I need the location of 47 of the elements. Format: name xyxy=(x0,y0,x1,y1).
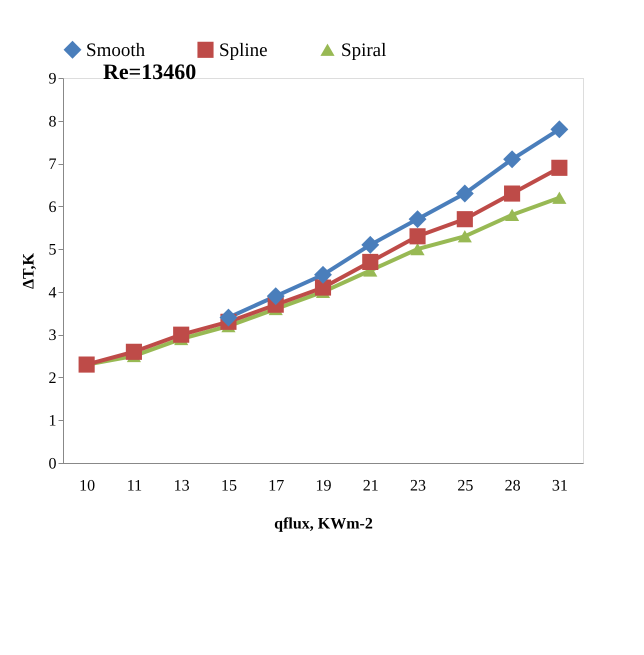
y-tick-label: 8 xyxy=(48,113,56,130)
point xyxy=(503,150,522,168)
point xyxy=(126,344,142,360)
y-tick-label: 2 xyxy=(48,370,56,387)
x-tick-label: 19 xyxy=(316,478,332,494)
x-tick-label: 31 xyxy=(552,478,568,494)
y-tick-label: 3 xyxy=(48,327,56,344)
x-tick-label: 15 xyxy=(220,478,237,494)
y-tick-label: 4 xyxy=(48,284,56,302)
point xyxy=(504,185,520,202)
point xyxy=(551,160,568,176)
point xyxy=(410,242,425,256)
point xyxy=(456,211,473,228)
point xyxy=(458,230,472,242)
x-tick-label: 21 xyxy=(362,478,379,494)
annotation: Re=13460 xyxy=(103,59,196,84)
point xyxy=(408,210,426,228)
y-tick-label: 0 xyxy=(48,456,56,472)
legend-label: Spline xyxy=(219,40,268,61)
x-tick-label: 10 xyxy=(79,478,96,494)
point xyxy=(505,208,520,222)
x-tick-label: 28 xyxy=(504,478,521,494)
point xyxy=(550,120,568,138)
y-axis-title: ΔT,K xyxy=(20,252,38,289)
x-tick-label: 17 xyxy=(268,478,284,494)
legend-label: Smooth xyxy=(86,40,146,61)
x-axis-title: qflux, KWm-2 xyxy=(274,516,373,532)
y-tick-label: 7 xyxy=(48,156,56,174)
point xyxy=(362,254,378,270)
y-tick-label: 6 xyxy=(48,198,56,216)
x-tick-label: 13 xyxy=(174,478,190,494)
point xyxy=(314,280,332,296)
x-tick-label: 25 xyxy=(457,478,474,494)
legend-label: Spiral xyxy=(341,40,386,61)
y-tick-label: 1 xyxy=(48,412,56,430)
x-tick-label: 23 xyxy=(410,478,426,494)
y-tick-label: 9 xyxy=(48,70,56,88)
point xyxy=(456,184,474,202)
point xyxy=(173,326,190,343)
x-tick-label: 11 xyxy=(126,478,142,494)
point xyxy=(220,308,238,326)
point xyxy=(409,228,426,244)
point xyxy=(552,192,566,204)
y-tick-label: 5 xyxy=(48,242,56,259)
point xyxy=(266,287,285,306)
point xyxy=(314,266,332,284)
point xyxy=(361,236,380,254)
